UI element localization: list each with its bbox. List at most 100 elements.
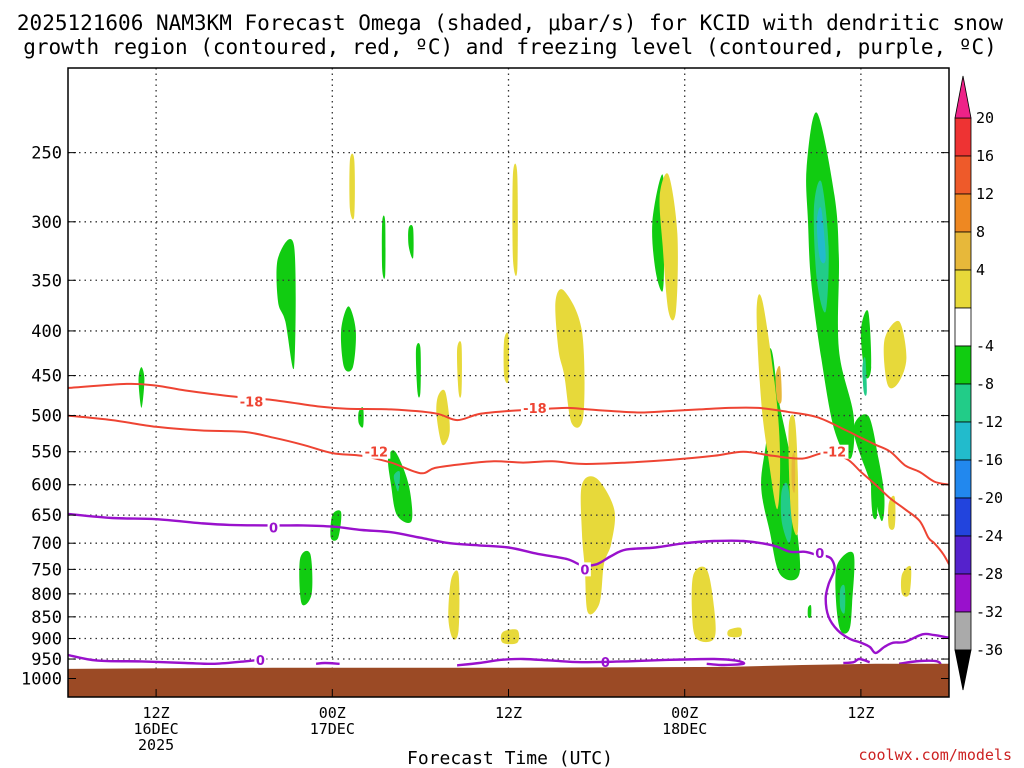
omega-region-42 xyxy=(900,565,912,597)
x-tick-label: 00Z xyxy=(671,704,698,722)
plot-area: -18 -18 -12 -12 0 0 0 0 0 xyxy=(67,67,950,698)
y-tick-label-600: 600 xyxy=(31,476,62,496)
omega-region-5 xyxy=(415,342,421,398)
colorbar-band-1 xyxy=(954,155,972,195)
contour-label: -12 xyxy=(823,446,847,461)
y-tick-label-250: 250 xyxy=(31,144,62,164)
colorbar-tick-label: -16 xyxy=(976,451,1003,469)
omega-region-6 xyxy=(387,450,413,523)
omega-region-33 xyxy=(500,629,520,645)
y-tick-label-350: 350 xyxy=(31,271,62,291)
omega-region-4 xyxy=(408,225,414,259)
contour-dgz-0 xyxy=(68,382,949,486)
y-tick-label-650: 650 xyxy=(31,506,62,526)
contour-label-bg xyxy=(520,400,549,415)
colorbar-band-6 xyxy=(954,345,972,385)
colorbar-tick-label: 8 xyxy=(976,223,985,241)
colorbar-band-10 xyxy=(954,497,972,537)
contour-label-bg xyxy=(820,444,849,459)
y-tick-label-550: 550 xyxy=(31,443,62,463)
y-tick-label-950: 950 xyxy=(31,650,62,670)
contour-freezing-6 xyxy=(843,657,871,665)
contour-label: 0 xyxy=(601,656,610,671)
contour-label: -18 xyxy=(240,396,264,411)
contour-freezing-2 xyxy=(68,512,949,655)
omega-region-30 xyxy=(456,341,462,398)
chart-title-line1: 2025121606 NAM3KM Forecast Omega (shaded… xyxy=(17,11,1004,35)
colorbar: 20 16 12 8 4 -4 -8 -12 -16 -20 -24 -28 -32 -36 xyxy=(954,75,1003,691)
y-tick-label-700: 700 xyxy=(31,534,62,554)
omega-region-16 xyxy=(816,207,826,264)
contour-label: -12 xyxy=(365,446,389,461)
contour-label: 0 xyxy=(815,547,824,562)
omega-region-7 xyxy=(393,470,401,492)
omega-region-0 xyxy=(138,367,145,408)
omega-region-2 xyxy=(340,306,356,372)
omega-region-25 xyxy=(512,163,518,276)
omega-region-18 xyxy=(862,357,867,396)
contour-label: 0 xyxy=(580,563,589,578)
omega-region-3 xyxy=(381,215,386,279)
colorbar-tick-label: -8 xyxy=(976,375,994,393)
omega-region-28 xyxy=(436,389,450,446)
colorbar-tick-label: -20 xyxy=(976,489,1003,507)
y-tick-label-800: 800 xyxy=(31,585,62,605)
contour-freezing-3 xyxy=(68,653,260,666)
omega-region-37 xyxy=(775,365,782,404)
contour-freezing-5 xyxy=(456,657,746,667)
omega-region-21 xyxy=(839,584,846,614)
y-tick-label-850: 850 xyxy=(31,608,62,628)
y-tick-label-1000: 1000 xyxy=(21,669,62,689)
colorbar-tick-label: -24 xyxy=(976,527,1003,545)
omega-region-40 xyxy=(883,320,907,389)
colorbar-band-7 xyxy=(954,383,972,423)
x-tick-label: 12Z xyxy=(847,704,874,722)
contour-label: 0 xyxy=(269,522,278,537)
contour-freezing-4 xyxy=(315,661,340,665)
omega-region-32 xyxy=(448,570,460,640)
omega-region-26 xyxy=(555,289,585,428)
colorbar-band-8 xyxy=(954,421,972,461)
ground-surface xyxy=(68,663,949,697)
omega-region-34 xyxy=(691,566,716,643)
contour-label: -18 xyxy=(523,402,547,417)
colorbar-band-2 xyxy=(954,193,972,233)
omega-region-31 xyxy=(580,476,616,615)
x-tick-label: 12Z xyxy=(495,704,522,722)
omega-region-10 xyxy=(299,550,313,606)
colorbar-band-5 xyxy=(954,307,972,347)
x-tick-label: 00Z xyxy=(319,704,346,722)
colorbar-tick-label: 20 xyxy=(976,109,994,127)
omega-region-9 xyxy=(330,510,342,541)
y-tick-label-300: 300 xyxy=(31,213,62,233)
omega-region-8 xyxy=(358,407,364,428)
chart-title-line2: growth region (contoured, red, ºC) and f… xyxy=(23,35,997,59)
colorbar-tick-label: -32 xyxy=(976,603,1003,621)
y-axis-ticks: 2503003504004505005506006507007508008509… xyxy=(21,144,949,689)
contours: -18 -18 -12 -12 0 0 0 0 0 xyxy=(68,382,949,671)
contour-label-bg xyxy=(237,394,266,409)
omega-region-23 xyxy=(871,476,878,520)
ground-fill xyxy=(68,663,949,697)
colorbar-tick-label: -36 xyxy=(976,641,1003,659)
contour-label-bg xyxy=(267,520,280,535)
colorbar-band-12 xyxy=(954,573,972,613)
y-tick-label-500: 500 xyxy=(31,407,62,427)
colorbar-tick-label: -4 xyxy=(976,337,994,355)
y-tick-label-900: 900 xyxy=(31,630,62,650)
x-axis-label: Forecast Time (UTC) xyxy=(407,748,613,768)
omega-region-1 xyxy=(276,239,296,370)
omega-region-29 xyxy=(503,332,510,384)
omega-region-13 xyxy=(780,482,792,544)
colorbar-band-11 xyxy=(954,535,972,575)
y-tick-label-450: 450 xyxy=(31,367,62,387)
colorbar-band-3 xyxy=(954,231,972,271)
colorbar-over-arrow xyxy=(954,75,972,119)
contour-dgz-1 xyxy=(68,414,949,565)
x-tick-label: 16DEC xyxy=(134,720,179,738)
omega-region-22 xyxy=(807,604,812,619)
contour-label-bg xyxy=(362,444,391,459)
colorbar-tick-label: 12 xyxy=(976,185,994,203)
